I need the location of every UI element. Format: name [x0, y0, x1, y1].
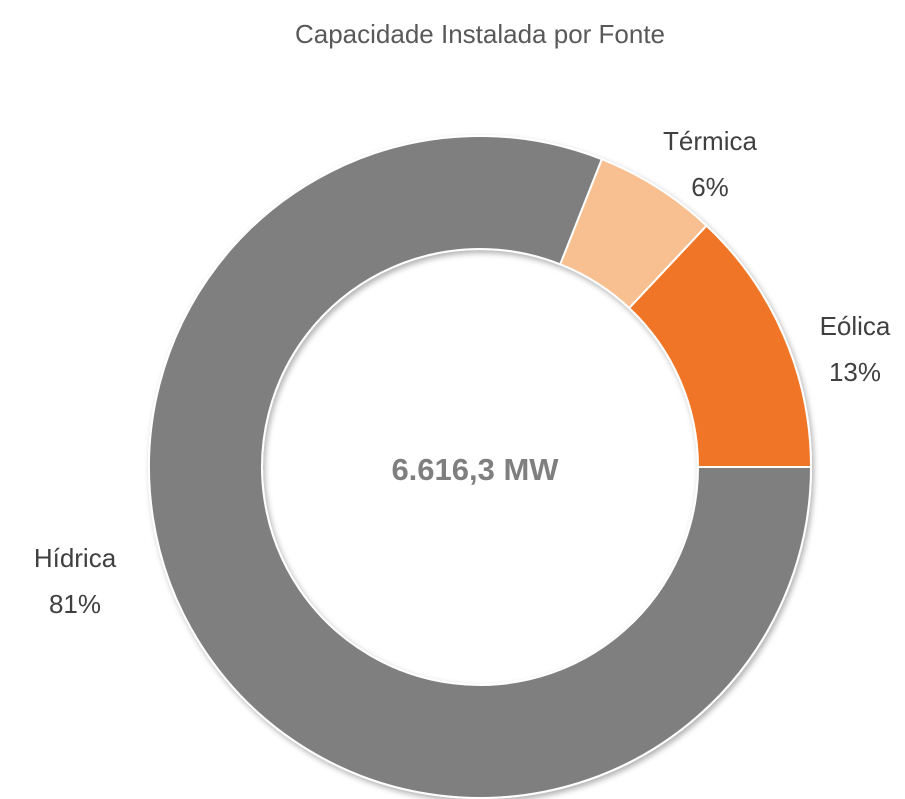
slice-value-label: 13%: [829, 357, 881, 387]
donut-slice: [148, 135, 813, 799]
chart-title: Capacidade Instalada por Fonte: [295, 19, 665, 49]
slice-value-label: 81%: [49, 589, 101, 619]
center-label: 6.616,3 MW: [391, 452, 559, 487]
donut-slice: [627, 224, 813, 468]
slice-label: Eólica: [820, 311, 891, 341]
slice-value-label: 6%: [691, 172, 729, 202]
slice-label: Hídrica: [34, 543, 117, 573]
slice-label: Térmica: [663, 126, 757, 156]
donut: [148, 135, 813, 799]
